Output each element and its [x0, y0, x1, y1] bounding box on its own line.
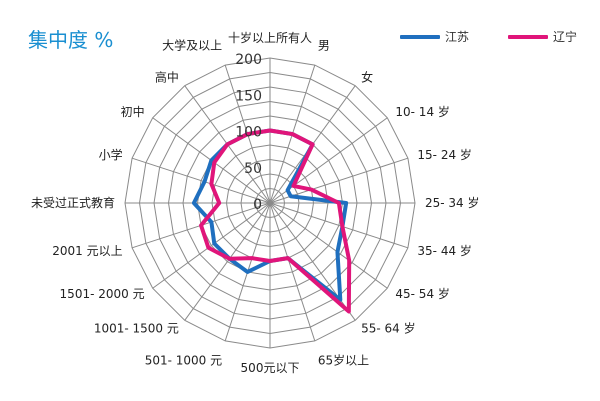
radial-axis-16	[131, 157, 271, 204]
category-label-1: 男	[318, 39, 330, 53]
category-label-13: 1501- 2000 元	[60, 287, 145, 301]
category-label-10: 500元以下	[241, 361, 300, 375]
legend-swatch-liaoning	[508, 34, 548, 39]
series-line-1	[199, 128, 352, 314]
category-label-9: 65岁以上	[318, 352, 369, 367]
legend-label-liaoning: 辽宁	[553, 30, 578, 44]
radial-axis-6	[269, 202, 409, 249]
category-label-5: 25- 34 岁	[425, 195, 480, 210]
legend-item-liaoning: 辽宁	[508, 26, 577, 45]
category-label-7: 45- 54 岁	[395, 286, 450, 301]
category-label-2: 女	[361, 70, 373, 85]
category-label-3: 10- 14 岁	[395, 104, 450, 119]
radial-axis-12	[184, 202, 271, 321]
category-label-16: 小学	[99, 147, 123, 162]
category-label-8: 55- 64 岁	[361, 320, 416, 335]
category-label-14: 2001 元以上	[52, 244, 122, 258]
category-label-6: 35- 44 岁	[417, 243, 472, 258]
radial-axis-7	[269, 202, 388, 289]
legend-item-jiangsu: 江苏	[400, 26, 469, 45]
category-label-18: 高中	[155, 70, 179, 85]
category-label-12: 1001- 1500 元	[94, 321, 179, 335]
radial-tick-label-4: 200	[235, 52, 262, 68]
category-label-19: 大学及以上	[162, 38, 222, 53]
category-label-17: 初中	[121, 104, 145, 119]
radial-axis-9	[269, 202, 316, 342]
radial-axis-13	[152, 202, 271, 289]
category-label-0: 十岁以上所有人	[228, 30, 312, 45]
category-label-11: 501- 1000 元	[145, 353, 222, 367]
legend-label-jiangsu: 江苏	[445, 30, 470, 44]
radial-tick-label-0: 0	[253, 197, 262, 213]
category-label-4: 15- 24 岁	[417, 147, 472, 162]
category-label-15: 未受过正式教育	[31, 195, 115, 210]
radial-tick-label-2: 100	[235, 125, 262, 141]
chart-title: 集中度 %	[28, 28, 114, 52]
radial-tick-label-1: 50	[244, 161, 262, 177]
radial-tick-label-3: 150	[235, 88, 262, 104]
legend-swatch-jiangsu	[400, 34, 440, 39]
